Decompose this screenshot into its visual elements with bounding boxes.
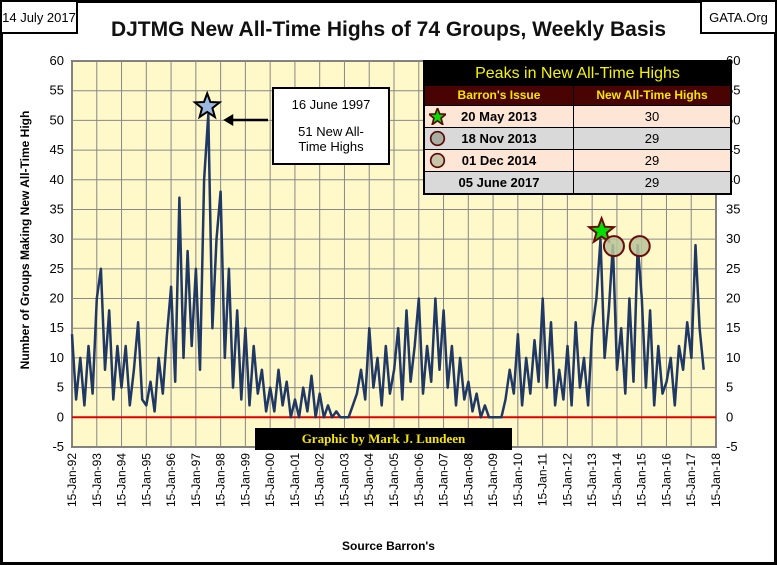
x-tick-label: 15-Jan-96 (164, 453, 178, 507)
y-tick-label-right: 20 (726, 291, 740, 306)
arrow-head-icon (223, 114, 234, 126)
chart-title: DJTMG New All-Time Highs of 74 Groups, W… (110, 18, 667, 41)
x-tick-label: 15-Jan-16 (659, 453, 673, 507)
x-tick-label: 15-Jan-92 (65, 453, 79, 507)
y-tick-label-right: 30 (726, 231, 740, 246)
table-row: 20 May 2013 30 (425, 105, 730, 127)
star-icon (429, 108, 446, 125)
y-tick-label-left: -5 (52, 439, 64, 454)
table-header: Barron's Issue New All-Time Highs (425, 86, 730, 105)
circle-marker (628, 235, 651, 258)
table-title: Peaks in New All-Time Highs (425, 62, 730, 86)
y-tick-label-left: 30 (50, 231, 64, 246)
x-tick-label: 15-Jan-17 (684, 453, 698, 507)
col-issue-header: Barron's Issue (425, 86, 574, 105)
circle-icon (429, 130, 446, 147)
source-site-box: GATA.Org (700, 0, 777, 34)
y-tick-label-right: 10 (726, 350, 740, 365)
x-tick-label: 15-Jan-04 (362, 453, 376, 507)
x-tick-label: 15-Jan-95 (139, 453, 153, 507)
x-tick-label: 15-Jan-06 (412, 453, 426, 507)
x-tick-label: 15-Jan-93 (90, 453, 104, 507)
x-tick-label: 15-Jan-14 (610, 453, 624, 507)
y-tick-label-left: 25 (50, 261, 64, 276)
issue-date: 01 Dec 2014 (461, 153, 537, 168)
table-row: 01 Dec 2014 29 (425, 149, 730, 171)
x-tick-label: 15-Jan-03 (337, 453, 351, 507)
y-tick-label-left: 20 (50, 291, 64, 306)
date-box: 14 July 2017 (0, 0, 78, 34)
y-axis-label: Number of Groups Making New All-Time Hig… (18, 110, 32, 370)
annotation-text: 51 New All-Time Highs (298, 124, 364, 154)
y-tick-label-right: 5 (726, 380, 733, 395)
y-tick-label-left: 40 (50, 172, 64, 187)
y-tick-label-left: 45 (50, 142, 64, 157)
x-tick-label: 15-Jan-98 (214, 453, 228, 507)
y-tick-label-right: 35 (726, 201, 740, 216)
star-marker (192, 90, 223, 120)
y-tick-label-left: 0 (57, 409, 64, 424)
x-tick-label: 15-Jan-13 (585, 453, 599, 507)
y-tick-label-left: 55 (50, 83, 64, 98)
highs-value: 30 (644, 109, 660, 124)
annotation-date: 16 June 1997 (291, 97, 371, 112)
y-tick-label-left: 50 (50, 112, 64, 127)
series-line (70, 113, 705, 419)
x-tick-label: 15-Jan-05 (387, 453, 401, 507)
peaks-table: Peaks in New All-Time Highs Barron's Iss… (423, 60, 732, 195)
x-tick-label: 15-Jan-18 (709, 453, 723, 507)
circle-icon (429, 152, 446, 169)
x-tick-label: 15-Jan-02 (313, 453, 327, 507)
x-tick-label: 15-Jan-97 (189, 453, 203, 507)
credit-label: Graphic by Mark J. Lundeen (255, 428, 512, 450)
y-tick-label-right: 25 (726, 261, 740, 276)
col-highs-header: New All-Time Highs (596, 88, 708, 102)
table-row: 05 June 2017 29 (425, 171, 730, 193)
x-tick-label: 15-Jan-00 (263, 453, 277, 507)
table-row: 18 Nov 2013 29 (425, 127, 730, 149)
x-tick-label: 15-Jan-94 (115, 453, 129, 507)
y-tick-label-right: 0 (726, 409, 733, 424)
y-tick-label-left: 10 (50, 350, 64, 365)
star-marker (586, 215, 617, 245)
issue-date: 18 Nov 2013 (461, 131, 537, 146)
y-tick-label-left: 60 (50, 53, 64, 68)
x-axis-label: Source Barron's (342, 539, 435, 553)
issue-date: 05 June 2017 (458, 175, 540, 190)
y-tick-label-left: 5 (57, 380, 64, 395)
x-tick-label: 15-Jan-15 (635, 453, 649, 507)
highs-value: 29 (644, 175, 660, 190)
x-tick-label: 15-Jan-01 (288, 453, 302, 507)
peak-annotation: 16 June 1997 51 New All-Time Highs (272, 87, 390, 165)
x-tick-label: 15-Jan-09 (486, 453, 500, 507)
y-tick-label-left: 15 (50, 320, 64, 335)
x-tick-label: 15-Jan-07 (437, 453, 451, 507)
circle-marker (602, 235, 625, 258)
highs-value: 29 (644, 131, 660, 146)
y-tick-label-left: 35 (50, 201, 64, 216)
x-tick-label: 15-Jan-11 (536, 453, 550, 506)
issue-date: 20 May 2013 (461, 109, 537, 124)
y-tick-label-right: 15 (726, 320, 740, 335)
x-tick-label: 15-Jan-08 (461, 453, 475, 507)
y-tick-label-right: -5 (726, 439, 738, 454)
x-tick-label: 15-Jan-99 (238, 453, 252, 507)
highs-value: 29 (644, 153, 660, 168)
x-tick-label: 15-Jan-10 (511, 453, 525, 507)
x-tick-label: 15-Jan-12 (560, 453, 574, 507)
